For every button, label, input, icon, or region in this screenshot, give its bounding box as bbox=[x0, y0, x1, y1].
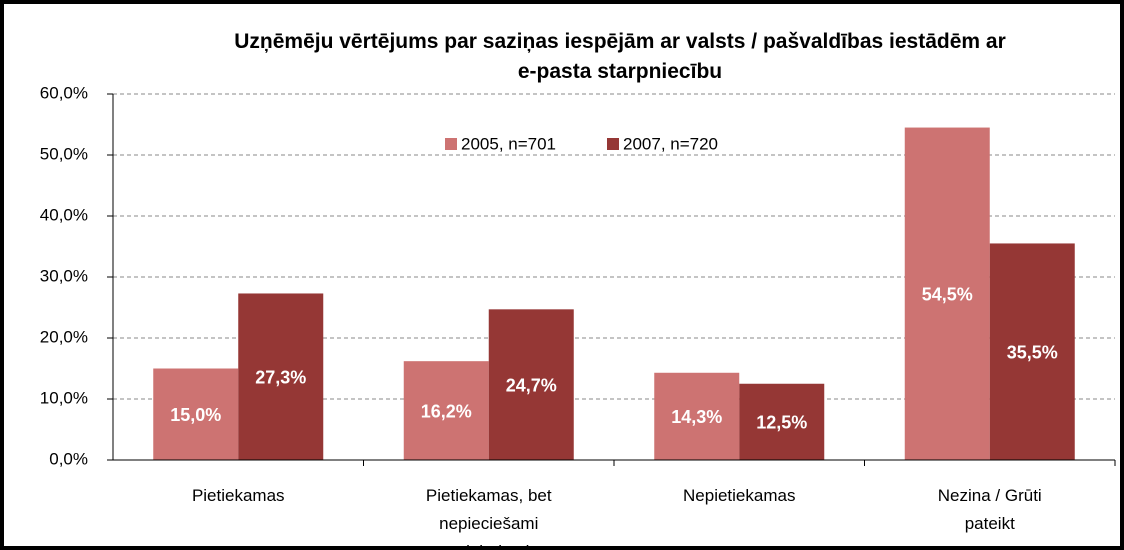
y-tick-label: 60,0% bbox=[40, 83, 88, 102]
value-label: 15,0% bbox=[170, 405, 221, 425]
x-tick-label: Pietiekamas bbox=[192, 486, 285, 505]
legend-swatch bbox=[607, 138, 619, 150]
x-tick-label: Nepietiekamas bbox=[683, 486, 795, 505]
y-tick-label: 50,0% bbox=[40, 144, 88, 163]
legend-label: 2007, n=720 bbox=[623, 134, 718, 153]
value-label: 16,2% bbox=[421, 401, 472, 421]
value-label: 35,5% bbox=[1007, 342, 1058, 362]
bar bbox=[153, 368, 239, 460]
y-tick-label: 20,0% bbox=[40, 327, 88, 346]
value-label: 54,5% bbox=[922, 285, 973, 305]
value-label: 14,3% bbox=[671, 407, 722, 427]
y-tick-label: 30,0% bbox=[40, 266, 88, 285]
bar bbox=[488, 309, 574, 460]
y-tick-label: 0,0% bbox=[49, 449, 88, 468]
y-tick-label: 40,0% bbox=[40, 205, 88, 224]
x-tick-label: Pietiekamas, betnepieciešamiuzlabojumi bbox=[426, 486, 552, 550]
x-tick-label: Nezina / Grūti pateikt bbox=[938, 486, 1042, 533]
bar bbox=[989, 243, 1075, 460]
legend-label: 2005, n=701 bbox=[461, 134, 556, 153]
y-tick-label: 10,0% bbox=[40, 388, 88, 407]
bar bbox=[403, 361, 489, 460]
bar bbox=[238, 293, 324, 460]
chart-title: Uzņēmēju vērtējums par saziņas iespējām … bbox=[234, 30, 1006, 83]
bar bbox=[904, 127, 990, 461]
value-label: 12,5% bbox=[756, 413, 807, 433]
value-label: 24,7% bbox=[506, 375, 557, 395]
legend-swatch bbox=[445, 138, 457, 150]
bar bbox=[739, 383, 825, 460]
bar bbox=[654, 372, 740, 460]
value-label: 27,3% bbox=[255, 367, 306, 387]
